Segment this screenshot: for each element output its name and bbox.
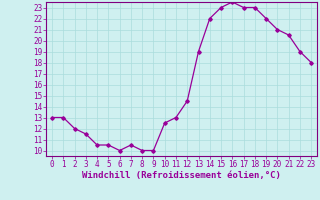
X-axis label: Windchill (Refroidissement éolien,°C): Windchill (Refroidissement éolien,°C): [82, 171, 281, 180]
